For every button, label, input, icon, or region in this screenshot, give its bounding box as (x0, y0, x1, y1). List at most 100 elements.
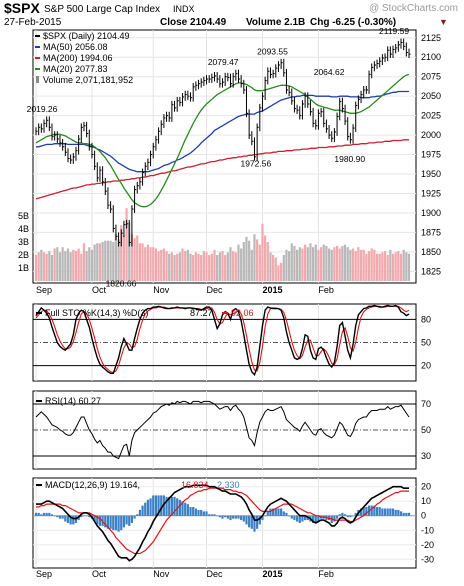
volume-bar (253, 234, 256, 281)
macd-hist-bar (370, 505, 373, 516)
macd-hist-bar (375, 507, 379, 516)
close-label: Close 2104.49 (160, 17, 227, 28)
x-tick-label-bottom: Oct (92, 569, 107, 579)
y-tick-label: 2025 (421, 111, 441, 121)
volume-bar (256, 239, 259, 281)
volume-bar (144, 247, 147, 281)
volume-bar (85, 251, 88, 281)
volume-bar (58, 252, 62, 281)
volume-bar (373, 249, 376, 281)
macd-hist-bar (165, 496, 168, 516)
macd-hist-bar (232, 515, 235, 519)
macd-hist-bar (130, 515, 134, 523)
macd-tick-label: 0 (421, 511, 426, 521)
macd-hist-bar (399, 511, 403, 516)
volume-bar (176, 253, 179, 281)
volume-bar (165, 251, 168, 281)
volume-bar (330, 249, 333, 281)
macd-hist-bar (202, 511, 205, 516)
change-label: Chg -6.25 (-0.30%) (310, 17, 396, 28)
macd-hist-bar (72, 515, 75, 525)
volume-bar (327, 248, 331, 281)
macd-hist-bar (256, 515, 259, 529)
volume-bar (42, 252, 46, 281)
macd-hist-bar (104, 515, 107, 528)
volume-bar (40, 249, 43, 281)
volume-bar (325, 245, 328, 281)
volume-bar (367, 251, 371, 281)
macd-signal-value: 16.834, (181, 480, 211, 490)
macd-hist-bar (208, 514, 211, 516)
volume-bar (346, 247, 349, 281)
macd-hist-bar (280, 508, 283, 516)
volume-bar (258, 244, 261, 281)
sto-d-value: 92.06 (231, 308, 254, 318)
sto-k-value: 87.27 (190, 308, 213, 318)
volume-bar (317, 249, 320, 281)
volume-bar (202, 251, 205, 281)
macd-hist-bar (311, 515, 315, 523)
x-tick-label-bottom: Feb (318, 569, 334, 579)
macd-hist-bar (277, 508, 280, 516)
volume-bar (149, 247, 152, 281)
volume-bar (138, 243, 142, 281)
volume-bar (338, 248, 341, 281)
volume-bar (306, 247, 309, 281)
macd-hist-bar (144, 502, 147, 516)
macd-hist-bar (157, 495, 160, 516)
macd-hist-bar (178, 499, 181, 516)
volume-bar (402, 249, 405, 281)
macd-hist-bar (216, 515, 219, 517)
volume-bar (48, 251, 51, 281)
macd-hist-bar (45, 512, 48, 516)
x-tick-label-top: Feb (318, 285, 334, 295)
legend-ma20: MA(20) 2077.83 (43, 64, 108, 74)
volume-bar (93, 244, 96, 281)
x-tick-label-top: Nov (153, 285, 170, 295)
macd-hist-bar (186, 504, 189, 516)
volume-bar (45, 253, 48, 281)
volume-bar (407, 253, 411, 281)
volume-bar (173, 255, 176, 281)
y-tick-label: 1875 (421, 227, 441, 237)
macd-hist-bar (354, 512, 357, 516)
macd-hist-bar (40, 514, 43, 516)
x-tick-label-bottom: Sep (36, 569, 52, 579)
macd-hist-bar (394, 509, 397, 516)
volume-bar (128, 222, 131, 281)
index-name: S&P 500 Large Cap Index (44, 4, 160, 15)
volume-bar (378, 253, 381, 281)
volume-bar (88, 247, 91, 281)
volume-bar (69, 252, 72, 281)
macd-hist-bar (224, 515, 227, 518)
macd-line (36, 484, 409, 562)
volume-bar (210, 253, 213, 281)
volume-bar (301, 248, 304, 281)
macd-hist-bar (285, 512, 288, 516)
macd-hist-bar (383, 508, 387, 516)
price-panel-frame (32, 29, 417, 284)
macd-hist-bar (93, 515, 96, 522)
macd-hist-bar (194, 508, 197, 516)
volume-tick-label: 5B (18, 211, 29, 221)
exchange-label: INDX (173, 4, 195, 14)
volume-bar (224, 255, 227, 281)
macd-hist-bar (96, 515, 99, 525)
symbol-title: $SPX (4, 0, 40, 16)
volume-bar (120, 225, 123, 281)
macd-hist-bar (391, 508, 395, 516)
macd-hist-bar (34, 512, 38, 516)
volume-bar (264, 235, 267, 281)
y-tick-label: 1975 (421, 150, 441, 160)
price-annotation: 2079.47 (208, 57, 239, 67)
volume-bar (381, 252, 384, 281)
macd-hist-bar (290, 515, 293, 519)
x-tick-label-top: Dec (207, 285, 224, 295)
volume-bar (333, 247, 336, 281)
x-tick-label-top: 2015 (262, 285, 282, 295)
macd-hist-bar (351, 515, 355, 517)
macd-hist-bar (48, 512, 51, 516)
volume-bar (362, 249, 365, 281)
macd-hist-bar (242, 515, 245, 522)
volume-bar (245, 236, 248, 281)
